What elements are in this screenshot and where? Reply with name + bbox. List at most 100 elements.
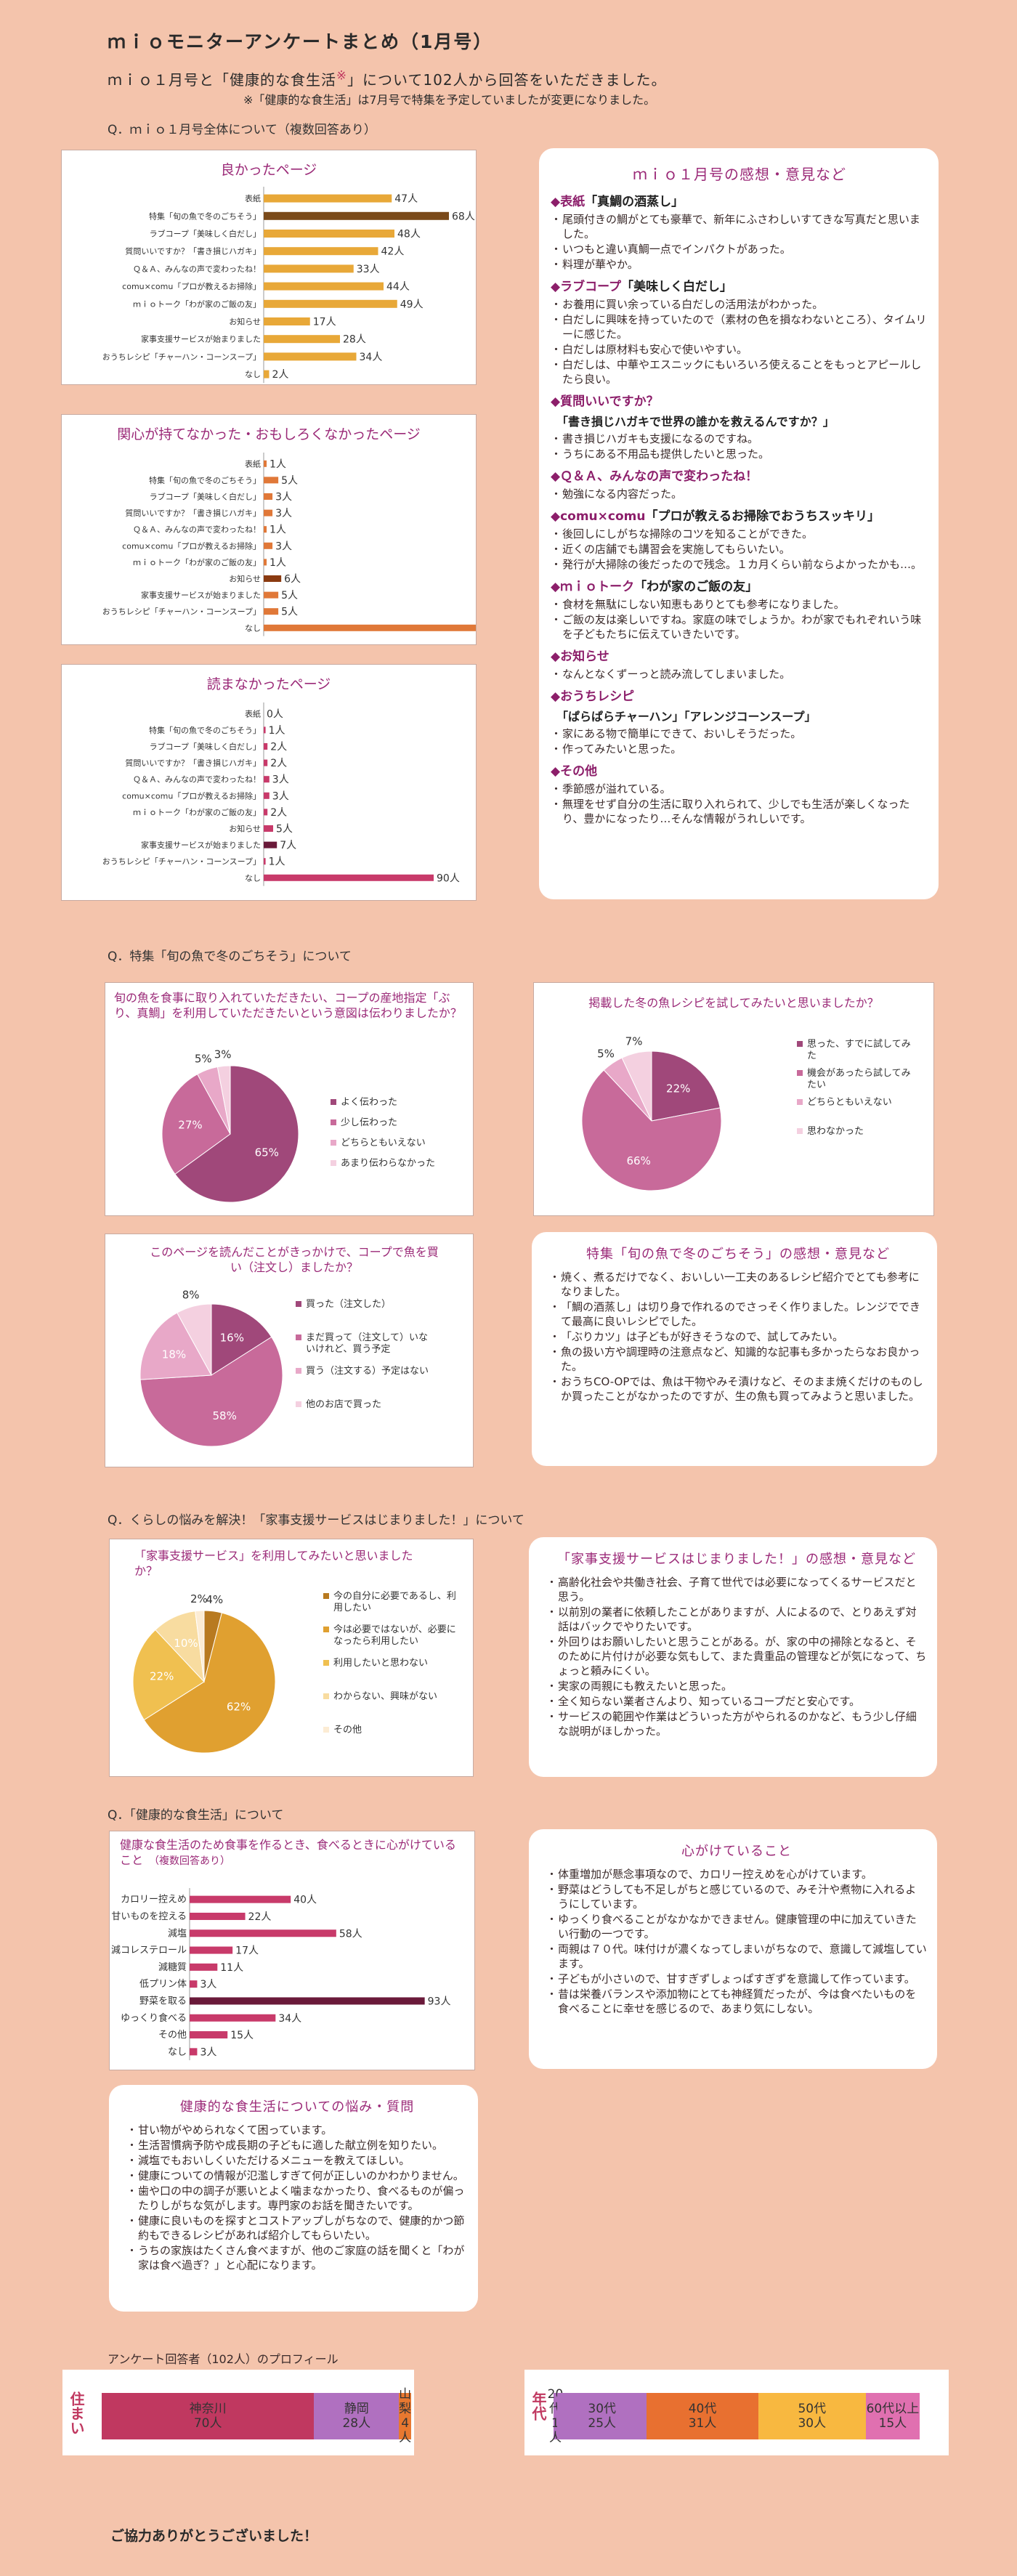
comment-item: 実家の両親にも教えたいと思った。 (546, 1679, 927, 1693)
legend-entry: 機会があったら試してみたい (807, 1067, 911, 1090)
comments-panel-feature: 特集「旬の魚で冬のごちそう」の感想・意見など 焼く、煮るだけでなく、おいしい一工… (532, 1232, 937, 1466)
question-1: Q．ｍｉｏ１月号全体について（複数回答あり） (108, 123, 376, 137)
legend-entry: その他 (333, 1725, 362, 1735)
profile-title: アンケート回答者（102人）のプロフィール (108, 2352, 339, 2366)
data-label: 5人 (276, 824, 293, 835)
tick-label: 表紙 (245, 708, 261, 718)
legend-entry: 今は必要ではないが、必要になったら利用したい (333, 1624, 456, 1647)
heading-title: 「わが家のご飯の友」 (634, 580, 758, 594)
chart-panel-uninteresting-pages: 関心が持てなかった・おもしろくなかったページ 表紙 1人 特集「旬の魚で冬のごちそう… (61, 414, 477, 645)
bar (190, 1980, 198, 1988)
comments-list: 食材を無駄にしない知恵もありとても参考になりました。ご飯の友は楽しいですね。家庭… (551, 597, 928, 641)
tick-label: 野菜を取る (139, 1996, 187, 2006)
comment-item: ゆっくり食べることがなかなかできません。健康管理の中に加えていきたい行動の一つで… (546, 1912, 927, 1941)
tick-label: なし (245, 623, 261, 633)
comments-body: ◆表紙「真鯛の酒蒸し」尾頭付きの鯛がとても豪華で、新年にふさわしいすてきな写真だ… (551, 191, 928, 826)
bar (264, 352, 357, 361)
comment-item: 外回りはお願いしたいと思うことがある。が、家の中の掃除となると、そのために片付け… (546, 1635, 927, 1678)
comment-item: 食材を無駄にしない知恵もありとても参考になりました。 (551, 597, 928, 612)
chart-title: 良かったページ (220, 162, 317, 178)
data-label: 5% (597, 1047, 615, 1060)
data-label: 27% (178, 1119, 202, 1132)
data-label: 7% (625, 1035, 643, 1048)
heading-title: 「プロが教えるお掃除でおうちスッキリ」 (645, 509, 880, 524)
comment-item: 尾頭付きの鯛がとても豪華で、新年にふさわしいすてきな写真だと思いました。 (551, 212, 928, 241)
bar (190, 1997, 425, 2005)
subtitle-text-a: ｍｉｏ１月号と「健康的な食生活 (108, 71, 336, 89)
comment-item: 健康についての情報が氾濫しすぎて何が正しいのかわかりません。 (126, 2168, 468, 2183)
stack-segment: 静岡 28人 (314, 2393, 400, 2439)
chart-title: 旬の魚を食事に取り入れていただきたい、コープの産地指定「ぶり、真鯛」を利用してい… (114, 991, 462, 1020)
tick-label: 家事支援サービスが始まりました (141, 334, 261, 344)
data-label: 47人 (394, 193, 418, 205)
data-label: 1人 (270, 458, 286, 470)
tick-label: おうちレシピ「チャーハン・コーンスープ」 (102, 607, 261, 617)
pie-slice (174, 1065, 299, 1203)
data-label: 3人 (200, 1979, 216, 1990)
comments-list: 後回しにしがちな掃除のコツを知ることができた。近くの店舗でも講習会を実施してもら… (551, 527, 928, 572)
chart-title: 掲載した冬の魚レシピを試してみたいと思いましたか？ (588, 996, 879, 1010)
bar (264, 624, 476, 631)
question-4: Q．「健康的な食生活」について (108, 1808, 284, 1823)
question-3: Q．くらしの悩みを解決！「家事支援サービスはじまりました！」について (108, 1513, 524, 1528)
data-label: 49人 (400, 299, 424, 310)
bar (264, 477, 279, 484)
bar (190, 1895, 291, 1903)
comment-item: サービスの範囲や作業はどういった方がやられるのかなど、もう少し仔細な説明がほしか… (546, 1709, 927, 1738)
data-label: 2人 (272, 369, 289, 381)
data-label: 17人 (313, 317, 336, 328)
bar (264, 542, 273, 549)
legend-swatch (296, 1334, 301, 1340)
tick-label: お知らせ (229, 317, 261, 327)
heading-topic: ◆その他 (551, 764, 598, 779)
heading-title: 「美味しく白だし」 (621, 280, 733, 294)
bar (264, 743, 268, 750)
tick-label: Ｑ＆Ａ、みんなの声で変わったね！ (133, 774, 261, 785)
bar (264, 608, 279, 615)
legend-swatch (296, 1401, 301, 1407)
bar (190, 1929, 336, 1937)
comment-item: 魚の扱い方や調理時の注意点など、知識的な記事も多かったらなお良かった。 (549, 1345, 927, 1374)
pie-slice (139, 1336, 283, 1447)
tick-label: なし (245, 370, 261, 379)
heading-topic: ◆おうちレシピ (551, 689, 635, 704)
data-label: 34人 (278, 2013, 301, 2025)
chart-panel-try-recipe: 掲載した冬の魚レシピを試してみたいと思いましたか？ 22% 66% 5% 7% 思った、… (533, 982, 934, 1216)
legend-entry: 思わなかった (807, 1126, 864, 1137)
bar (264, 792, 270, 799)
data-label: 11人 (220, 1962, 243, 1974)
bar (264, 559, 267, 566)
data-label: 7人 (280, 840, 296, 851)
tick-label: お知らせ (229, 824, 261, 834)
comments-list: 体重増加が懸念事項なので、カロリー控えめを心がけています。野菜はどうしても不足し… (546, 1867, 927, 2016)
comment-item: 高齢化社会や共働き社会、子育て世代では必要になってくるサービスだと思う。 (546, 1575, 927, 1604)
tick-label: 家事支援サービスが始まりました (141, 840, 261, 850)
data-label: 3人 (275, 508, 292, 519)
bar (190, 2031, 228, 2039)
bar (264, 809, 268, 816)
comment-item: うちの家族はたくさん食べますが、他のご家庭の話を聞くと「わが家は食べ過ぎ？」と心… (126, 2243, 468, 2272)
segment-category: 山梨 (399, 2387, 412, 2416)
comment-item: 子どもが小さいので、甘すぎずしょっぱすぎずを意識して作っています。 (546, 1972, 927, 1986)
legend-entry: 少し伝わった (341, 1117, 397, 1128)
pie-chart-housework: 4% 62% 22% 10% 2% 今の自分に必要であるし、利用したい今は必要ではないが、… (132, 1590, 456, 1754)
chart-title: このページを読んだことがきっかけで、コープで魚を買い（注文し）ましたか？ (150, 1245, 439, 1274)
data-label: 1人 (270, 524, 286, 536)
comment-section-heading: ◆質問いいですか？ (551, 391, 928, 409)
legend-swatch (797, 1070, 803, 1076)
data-label: 3人 (272, 774, 289, 786)
comments-list: お養用に買い余っている白だしの活用法がわかった。白だしに興味を持っていたので（素… (551, 297, 928, 386)
comment-item: なんとなくずーっと読み流してしまいました。 (551, 667, 928, 681)
bar (264, 591, 279, 599)
residence-label: 住まい (68, 2391, 85, 2435)
bar (264, 211, 449, 220)
segment-value: 15人 (878, 2416, 907, 2431)
bar (264, 370, 270, 378)
legend-swatch (323, 1727, 329, 1733)
age-stacked-bar: 20代 1人 30代 25人 40代 31人 50代 30人 60代以上 15人 (548, 2387, 920, 2445)
comments-title: 特集「旬の魚で冬のごちそう」の感想・意見など (586, 1247, 890, 1262)
comment-item: 以前別の業者に依頼したことがありますが、人によるので、とりあえず対話はバックでや… (546, 1605, 927, 1634)
